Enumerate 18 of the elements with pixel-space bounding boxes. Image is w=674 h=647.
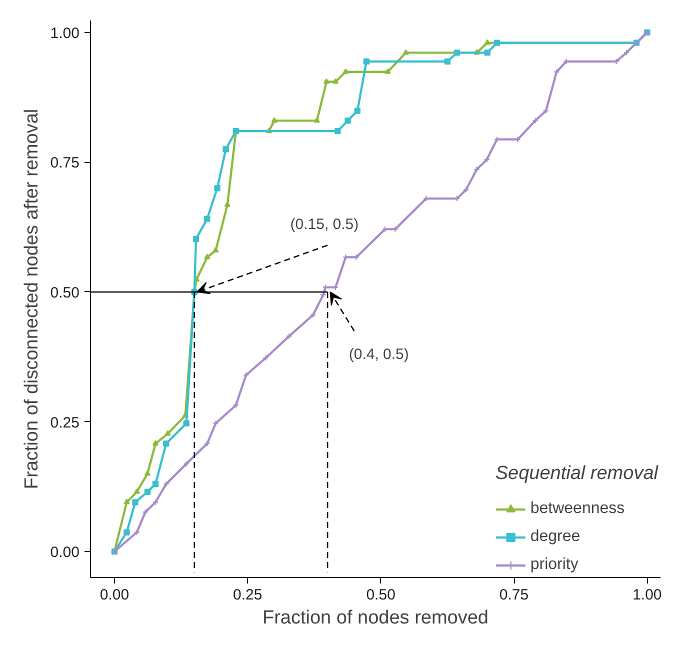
legend-title: Sequential removal (495, 463, 658, 485)
x-axis-title: Fraction of nodes removed (262, 608, 489, 628)
y-tick-label: 0.50 (50, 284, 80, 302)
x-tick-label: 0.50 (366, 586, 396, 604)
legend-label: degree (530, 528, 580, 546)
y-tick-label: 0.75 (50, 154, 80, 172)
annotation: (0.4, 0.5) (348, 346, 409, 363)
x-tick-label: 1.00 (632, 586, 662, 604)
y-tick-label: 1.00 (50, 24, 80, 42)
legend-label: betweenness (530, 500, 625, 518)
x-tick-label: 0.75 (499, 586, 529, 604)
y-axis-title: Fraction of disconnected nodes after removal (21, 108, 42, 490)
y-tick-label: 0.25 (50, 414, 80, 432)
annotation: (0.15, 0.5) (290, 216, 359, 234)
legend-label: priority (530, 556, 578, 574)
x-tick-label: 0.00 (100, 586, 130, 604)
y-tick-label: 0.00 (50, 544, 80, 562)
x-tick-label: 0.25 (233, 586, 262, 604)
